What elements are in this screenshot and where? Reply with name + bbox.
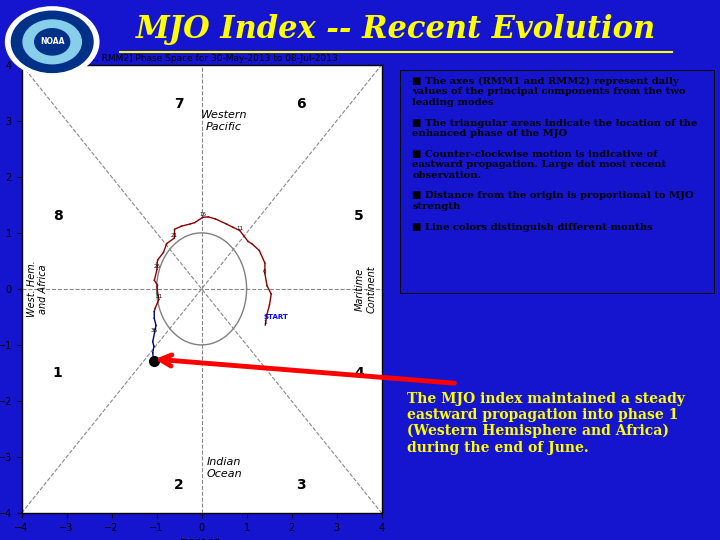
Text: 6: 6 [296, 97, 305, 111]
Text: Indian
Ocean: Indian Ocean [207, 457, 242, 479]
Text: 26: 26 [153, 264, 161, 269]
Text: 3: 3 [296, 478, 305, 492]
X-axis label: RMM1: RMM1 [180, 538, 223, 540]
Text: MJO Index -- Recent Evolution: MJO Index -- Recent Evolution [136, 14, 656, 45]
Text: ■ The axes (RMM1 and RMM2) represent daily
values of the principal components fr: ■ The axes (RMM1 and RMM2) represent dai… [413, 77, 698, 232]
Text: West. Hem.
and Africa: West. Hem. and Africa [27, 260, 48, 318]
Text: 1: 1 [264, 320, 267, 325]
Text: Western
Pacific: Western Pacific [201, 110, 248, 132]
Text: 6: 6 [263, 268, 266, 274]
Text: The MJO index maintained a steady
eastward propagation into phase 1
(Western Hem: The MJO index maintained a steady eastwa… [407, 392, 685, 455]
Text: 11: 11 [236, 226, 243, 231]
Text: 31: 31 [156, 294, 162, 300]
Text: NOAA: NOAA [40, 37, 65, 46]
Text: 2: 2 [174, 478, 184, 492]
Text: Maritime
Continent: Maritime Continent [355, 265, 377, 313]
Text: 8: 8 [53, 209, 63, 223]
Title: [RMM1, RMM2] Phase Space for 30-May-2013 to 08-Jul-2013: [RMM1, RMM2] Phase Space for 30-May-2013… [66, 53, 338, 63]
Circle shape [12, 11, 93, 72]
Circle shape [6, 7, 99, 77]
Text: 7: 7 [174, 97, 184, 111]
Text: 4: 4 [354, 366, 364, 380]
Text: 5: 5 [354, 209, 364, 223]
Text: START: START [263, 314, 288, 320]
Circle shape [23, 20, 81, 64]
Circle shape [35, 29, 70, 55]
Text: 16: 16 [199, 212, 206, 217]
Text: 36: 36 [151, 328, 158, 333]
Text: 1: 1 [53, 366, 63, 380]
Text: 21: 21 [171, 233, 178, 238]
